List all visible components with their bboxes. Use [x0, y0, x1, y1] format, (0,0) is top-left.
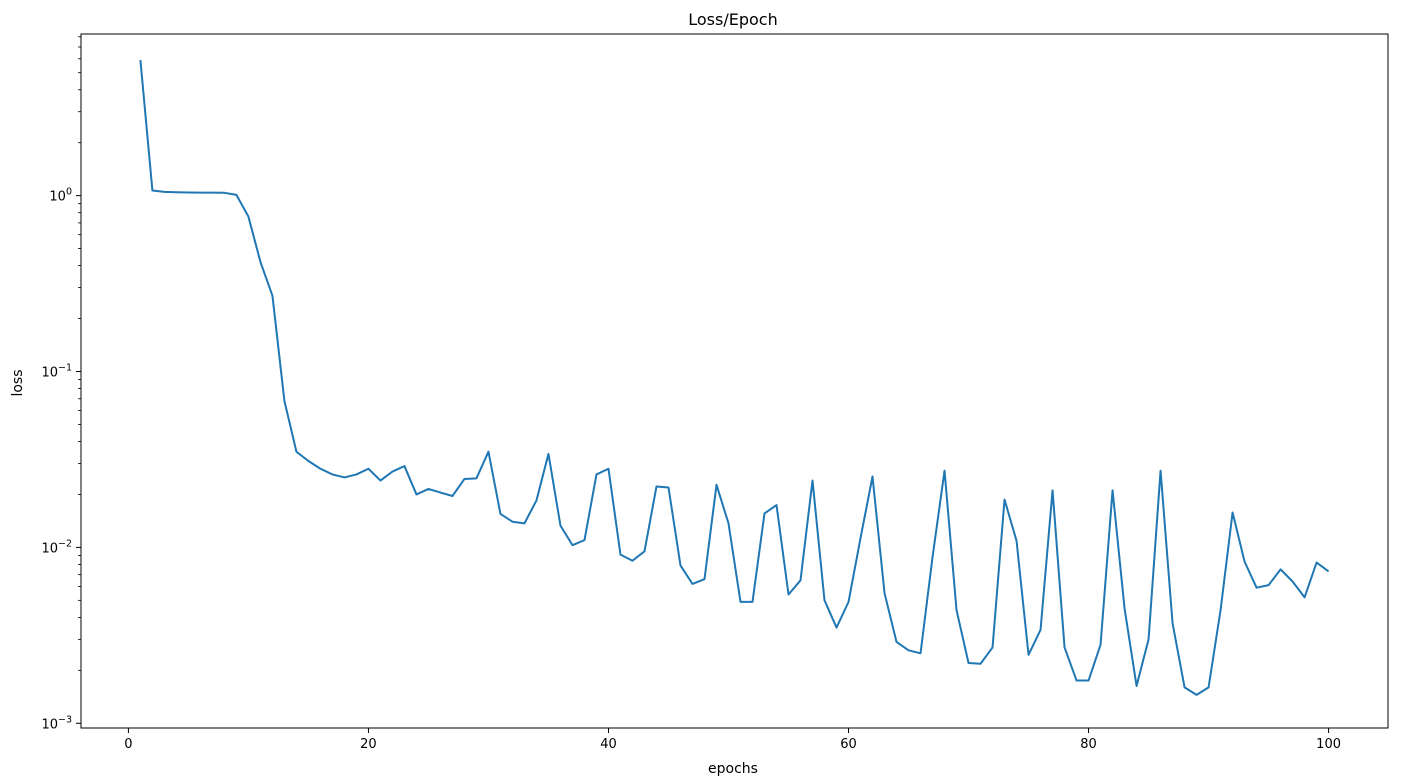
- y-axis-label: loss: [10, 369, 26, 396]
- y-tick-label: 10−2: [41, 538, 72, 556]
- axis-ticks: 0 20 40 60 80 100 100 10−1 10−2 10−3: [41, 36, 1341, 752]
- x-tick-label: 80: [1080, 737, 1097, 752]
- x-tick-label: 40: [600, 737, 617, 752]
- series-layer: [139, 59, 1330, 696]
- x-tick-label: 20: [360, 737, 377, 752]
- y-tick-label: 10−1: [41, 363, 72, 381]
- x-axis-label: epochs: [708, 761, 758, 777]
- loss-series-line: [139, 59, 1330, 696]
- x-tick-label: 0: [124, 737, 132, 752]
- chart-title: Loss/Epoch: [688, 10, 777, 29]
- x-tick-label: 60: [840, 737, 857, 752]
- y-tick-label: 100: [49, 187, 72, 205]
- x-tick-label: 100: [1316, 737, 1341, 752]
- y-tick-label: 10−3: [41, 714, 72, 732]
- plot-frame: [80, 33, 1389, 729]
